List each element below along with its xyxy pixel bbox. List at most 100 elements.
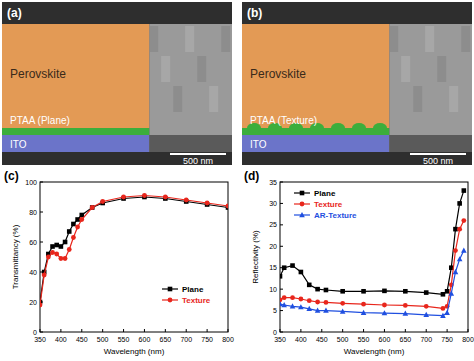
data-point (280, 274, 282, 279)
data-point (75, 225, 80, 230)
y-tick (280, 289, 283, 290)
series-line (40, 196, 228, 306)
y-tick (40, 242, 43, 243)
layer-label: Perovskite (250, 67, 306, 81)
x-tick-label: 550 (358, 336, 370, 343)
y-tick (40, 332, 43, 333)
y-tick (280, 203, 283, 204)
x-tick (405, 329, 406, 332)
sem-grain (197, 56, 206, 82)
ptaa-bump (331, 123, 345, 133)
y-tick-label: 20 (29, 299, 37, 306)
legend-marker (168, 287, 173, 292)
data-point (79, 217, 84, 222)
data-point (361, 289, 366, 294)
x-tick (207, 329, 208, 332)
y-tick-label: 60 (29, 239, 37, 246)
plot-frame (40, 182, 228, 332)
data-point (54, 252, 59, 257)
y-tick (40, 212, 43, 213)
scale-bar (170, 153, 226, 155)
x-tick (186, 329, 187, 332)
data-point (282, 265, 287, 270)
data-point (163, 195, 168, 200)
x-tick (165, 329, 166, 332)
y-tick-label: 0 (273, 329, 277, 336)
data-point (315, 308, 321, 313)
x-tick-label: 350 (274, 336, 286, 343)
data-point (40, 303, 42, 308)
data-point (457, 256, 463, 261)
sem-grain (185, 26, 194, 52)
legend-marker (299, 212, 305, 217)
data-point (453, 227, 458, 232)
x-tick (81, 329, 82, 332)
data-point (448, 290, 454, 295)
sem-grain (221, 26, 230, 52)
sem-film (389, 24, 472, 152)
data-point (441, 292, 446, 297)
x-tick-label: 650 (399, 336, 411, 343)
y-tick (280, 182, 283, 183)
x-tick (144, 329, 145, 332)
x-tick-label: 450 (316, 336, 328, 343)
chart: 3504004505005506006507007508000510152025… (244, 169, 474, 356)
x-tick-label: 700 (180, 336, 192, 343)
data-point (54, 243, 59, 248)
y-tick-label: 30 (269, 200, 277, 207)
x-axis-label: Wavelength (nm) (344, 347, 405, 356)
data-point (440, 313, 446, 318)
x-tick (102, 329, 103, 332)
perovskite-layer (2, 24, 149, 128)
data-point (298, 297, 303, 302)
layer-label: Perovskite (10, 67, 66, 81)
x-tick-label: 350 (34, 336, 46, 343)
sem-film (149, 24, 232, 152)
data-point (340, 301, 345, 306)
data-point (63, 256, 68, 261)
data-point (444, 310, 450, 315)
data-point (445, 289, 450, 294)
data-point (315, 287, 320, 292)
series-line (280, 251, 464, 316)
data-point (46, 255, 51, 260)
data-point (315, 300, 320, 305)
data-point (79, 213, 84, 218)
x-tick (300, 329, 301, 332)
data-point (324, 300, 329, 305)
data-point (424, 290, 429, 295)
x-tick-label: 750 (441, 336, 453, 343)
ptaa-bump (373, 123, 387, 133)
x-tick-label: 550 (118, 336, 130, 343)
ptaa-bump (352, 123, 366, 133)
data-point (423, 312, 429, 317)
sem-grain (173, 86, 182, 112)
sem-grain (209, 86, 218, 112)
series-line (280, 191, 464, 295)
series-group (40, 193, 228, 307)
data-point (340, 308, 346, 313)
legend-label: Texture (182, 296, 211, 305)
sem-panel: PerovskitePTAA (Texture)ITO(b)500 nm (242, 2, 472, 166)
series-group (280, 188, 467, 318)
x-tick (321, 329, 322, 332)
legend-label: Plane (314, 189, 336, 198)
layer-label: PTAA (Plane) (10, 115, 70, 126)
data-point (121, 195, 126, 200)
sem-grain (413, 86, 422, 112)
data-point (403, 311, 409, 316)
data-point (75, 217, 80, 222)
x-tick-label: 600 (379, 336, 391, 343)
data-point (67, 247, 72, 252)
panel-label: (b) (247, 6, 262, 20)
data-point (100, 199, 105, 204)
data-point (59, 244, 64, 249)
data-point (282, 295, 287, 300)
data-point (340, 289, 345, 294)
x-tick-label: 750 (201, 336, 213, 343)
y-axis-label: Reflectivity (%) (251, 230, 260, 284)
x-tick-label: 650 (159, 336, 171, 343)
legend-label: Plane (182, 285, 204, 294)
data-point (306, 306, 312, 311)
y-tick (280, 332, 283, 333)
